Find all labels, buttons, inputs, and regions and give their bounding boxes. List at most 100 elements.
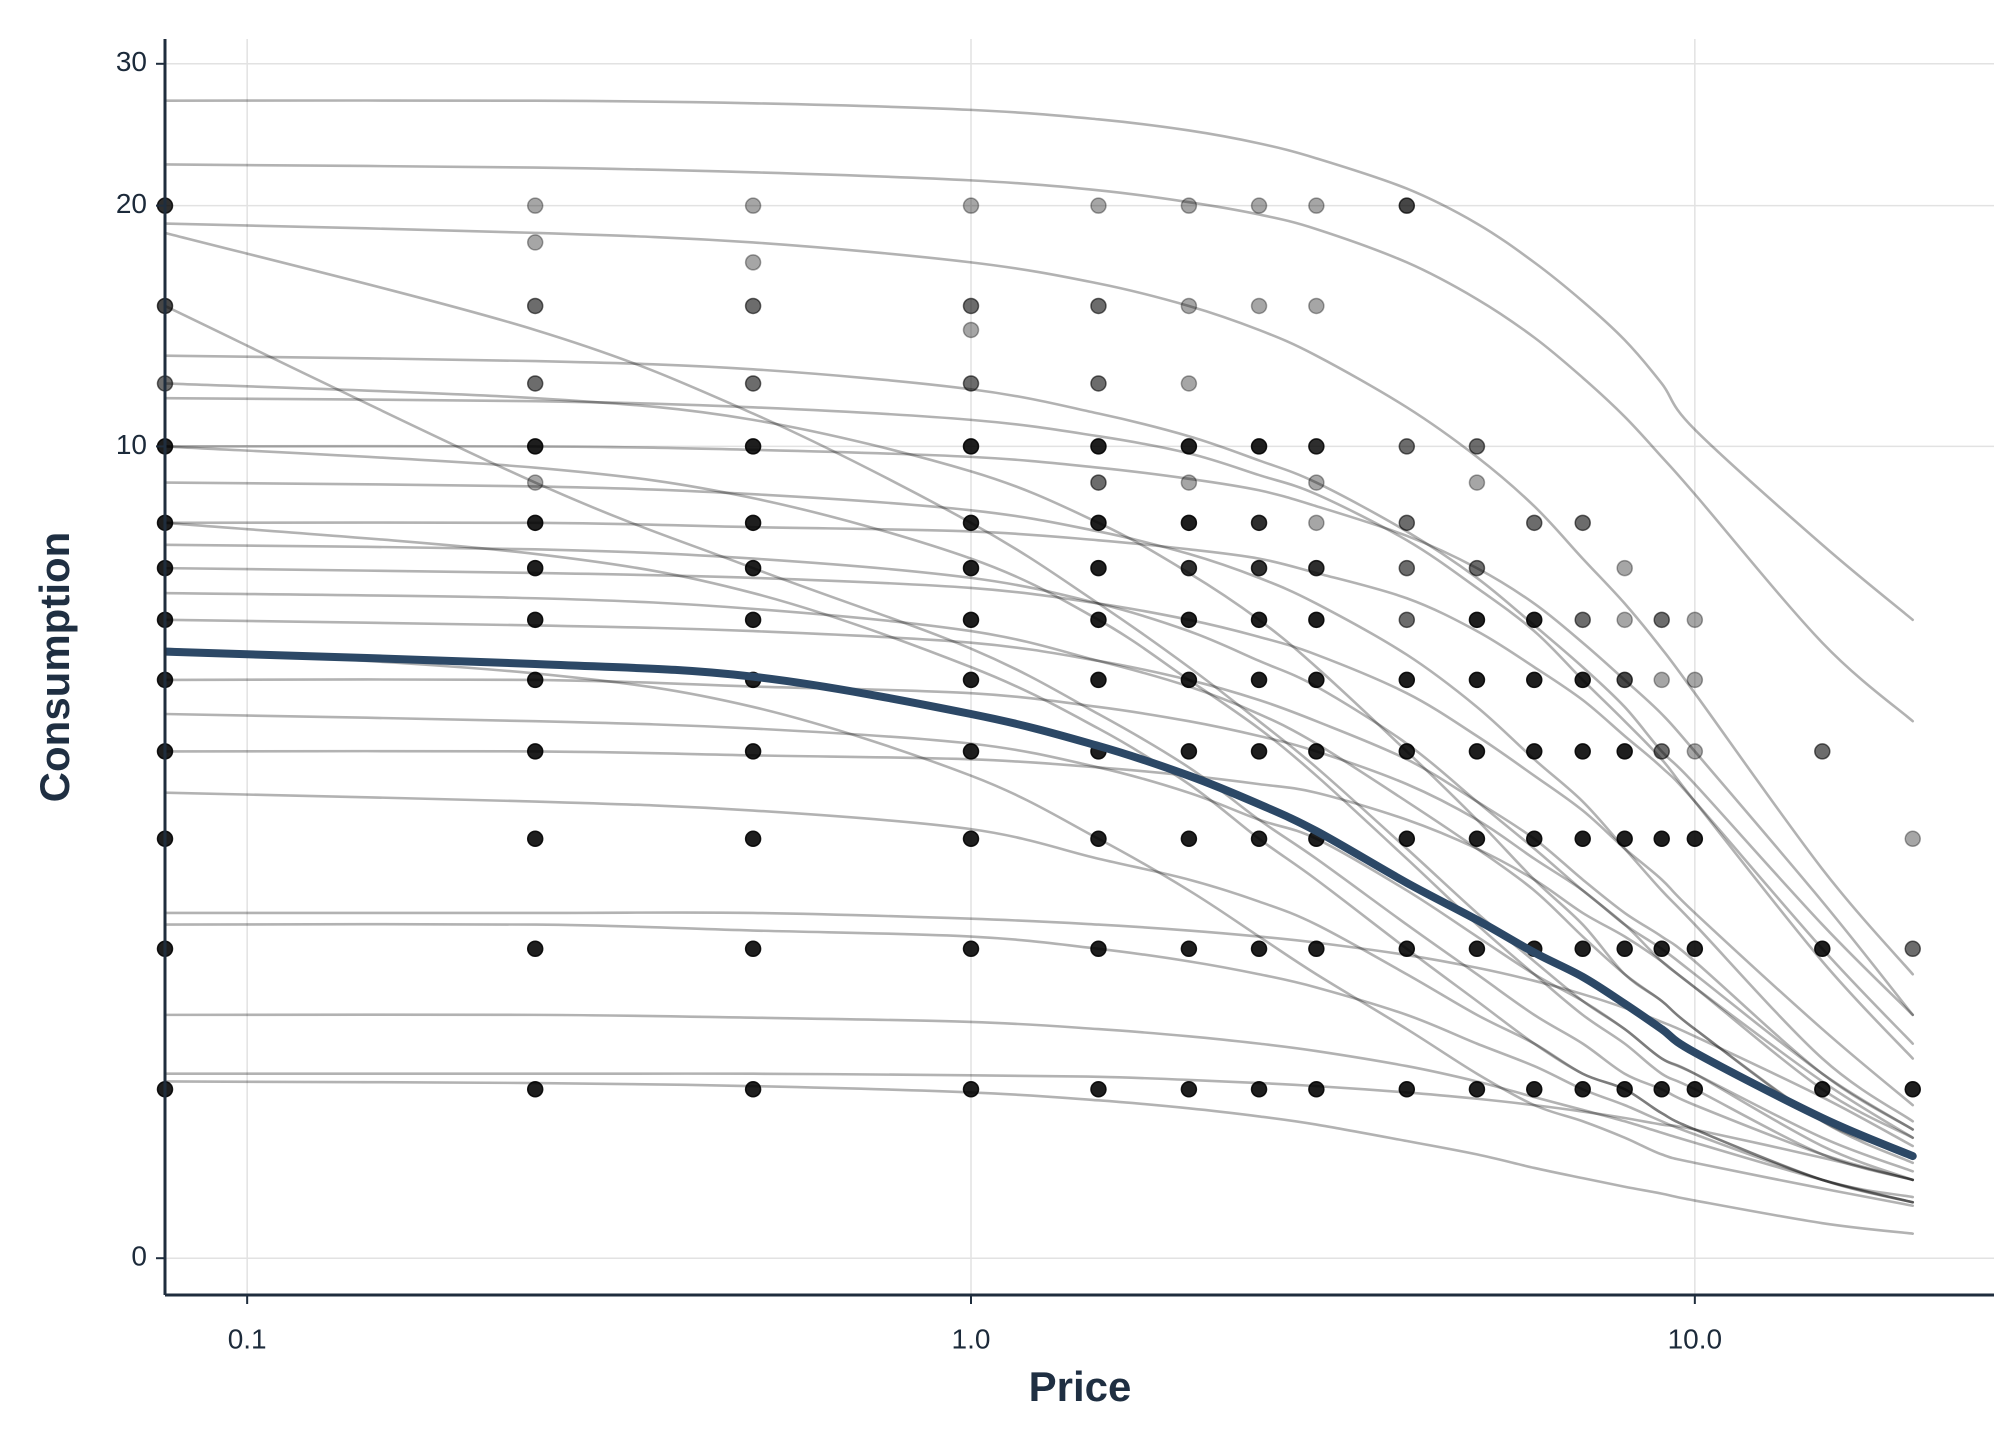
- demand-curve: [165, 1013, 1915, 1204]
- data-point: [1398, 514, 1416, 532]
- demand-curve: [165, 444, 1915, 1017]
- data-point: [1653, 611, 1670, 629]
- data-point: [962, 743, 980, 760]
- data-point: [1180, 611, 1198, 629]
- data-point: [1526, 1081, 1543, 1098]
- data-point: [526, 514, 544, 532]
- data-point: [1616, 559, 1633, 577]
- data-point: [1308, 611, 1325, 629]
- data-point: [1250, 1081, 1268, 1098]
- data-point: [1250, 830, 1268, 848]
- data-point: [1616, 671, 1633, 689]
- demand-curve: [165, 445, 1915, 1182]
- data-point: [1526, 830, 1543, 848]
- data-point: [1468, 438, 1486, 455]
- data-point: [526, 234, 544, 251]
- curves: [165, 99, 1915, 1235]
- data-point: [1308, 438, 1325, 455]
- data-point: [1398, 611, 1416, 629]
- data-point: [526, 474, 544, 491]
- demand-curve: [165, 354, 1915, 1017]
- data-point: [1180, 197, 1198, 214]
- data-point: [1814, 743, 1831, 760]
- data-point: [1180, 297, 1198, 315]
- data-point: [1180, 375, 1198, 392]
- data-point: [1180, 438, 1198, 455]
- data-point: [1574, 514, 1591, 532]
- demand-curve: [165, 1080, 1915, 1235]
- data-point: [962, 1081, 980, 1098]
- data-point: [1526, 611, 1543, 629]
- data-point: [1308, 197, 1325, 214]
- data-point: [526, 611, 544, 629]
- data-point: [1686, 743, 1704, 760]
- data-point: [1090, 830, 1107, 848]
- demand-curve: [165, 231, 1915, 1173]
- data-point: [744, 438, 762, 455]
- data-point: [744, 197, 762, 214]
- data-point: [1398, 940, 1416, 958]
- data-point: [526, 830, 544, 848]
- grid: [165, 39, 1994, 1295]
- data-point: [1468, 559, 1486, 577]
- demand-curve: [165, 712, 1915, 1182]
- data-point: [1250, 297, 1268, 315]
- demand-curve: [165, 1072, 1915, 1182]
- data-point: [1616, 830, 1633, 848]
- data-point: [1308, 1081, 1325, 1098]
- x-tick-label: 10.0: [1668, 1323, 1723, 1354]
- data-point: [1616, 611, 1633, 629]
- x-tick-label: 0.1: [228, 1323, 267, 1354]
- data-point: [962, 830, 980, 848]
- data-point: [1653, 1081, 1670, 1098]
- data-point: [1398, 743, 1416, 760]
- y-tick-label: 10: [116, 429, 147, 460]
- data-point: [1616, 743, 1633, 760]
- data-point: [1653, 830, 1670, 848]
- y-axis-title: Consumption: [31, 532, 78, 803]
- data-point: [1398, 197, 1416, 214]
- data-point: [1653, 671, 1670, 689]
- demand-curve: [165, 163, 1915, 723]
- data-point: [526, 297, 544, 315]
- data-point: [962, 559, 980, 577]
- data-point: [526, 1081, 544, 1098]
- data-point: [1904, 940, 1921, 958]
- data-point: [1180, 743, 1198, 760]
- data-point: [1653, 940, 1670, 958]
- data-point: [1180, 514, 1198, 532]
- data-point: [1904, 1081, 1921, 1098]
- data-point: [1468, 1081, 1486, 1098]
- data-point: [1574, 743, 1591, 760]
- data-point: [1308, 559, 1325, 577]
- data-point: [1686, 1081, 1704, 1098]
- data-point: [962, 671, 980, 689]
- data-point: [1090, 559, 1107, 577]
- data-point: [1468, 830, 1486, 848]
- mean-curve: [165, 647, 1917, 1161]
- demand-curve: [165, 618, 1915, 1131]
- y-tick-label: 30: [116, 46, 147, 77]
- data-point: [1250, 611, 1268, 629]
- data-point: [1574, 1081, 1591, 1098]
- data-point: [1526, 671, 1543, 689]
- data-point: [526, 375, 544, 392]
- demand-curve: [165, 647, 1915, 1208]
- data-point: [1250, 438, 1268, 455]
- data-point: [1398, 1081, 1416, 1098]
- data-point: [962, 514, 980, 532]
- data-point: [1250, 671, 1268, 689]
- data-point: [1180, 559, 1198, 577]
- data-point: [526, 197, 544, 214]
- data-point: [1526, 743, 1543, 760]
- data-point: [744, 743, 762, 760]
- x-axis-title: Price: [1029, 1363, 1132, 1410]
- data-point: [1814, 1081, 1831, 1098]
- data-point: [1308, 474, 1325, 491]
- data-point: [744, 1081, 762, 1098]
- data-point: [744, 830, 762, 848]
- data-point: [1468, 743, 1486, 760]
- data-point: [744, 297, 762, 315]
- data-point: [1574, 830, 1591, 848]
